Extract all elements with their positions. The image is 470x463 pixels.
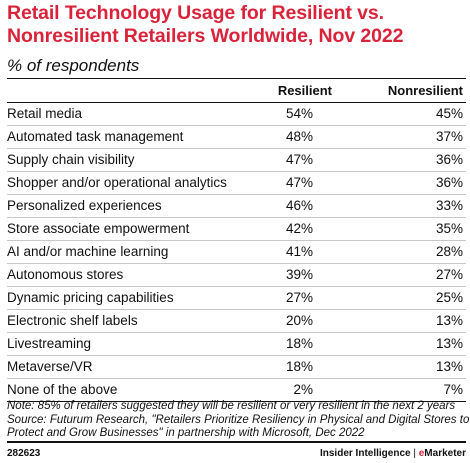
cell-resilient: 48% [285, 129, 313, 144]
row-label: Dynamic pricing capabilities [7, 290, 174, 305]
table-header-rule [7, 102, 466, 103]
cell-nonresilient: 27% [435, 267, 463, 282]
row-label: Metaverse/VR [7, 359, 93, 374]
brand-emarketer: Marketer [424, 448, 466, 459]
column-header-resilient: Resilient [277, 83, 332, 98]
row-divider [7, 309, 466, 310]
cell-nonresilient: 45% [435, 106, 463, 121]
cell-resilient: 47% [285, 175, 313, 190]
brand-insider-intelligence: Insider Intelligence [319, 448, 411, 459]
cell-nonresilient: 36% [435, 175, 463, 190]
table-top-rule [7, 78, 466, 79]
brand-credit: Insider Intelligence | eMarketer [320, 448, 466, 459]
cell-nonresilient: 28% [435, 244, 463, 259]
row-label: Autonomous stores [7, 267, 124, 282]
row-label: Automated task management [7, 129, 184, 144]
brand-separator: | [410, 448, 419, 459]
note-and-source: Note: 85% of retailers suggested they wi… [7, 400, 470, 441]
chart-subtitle: % of respondents [7, 56, 140, 75]
cell-resilient: 2% [293, 382, 313, 397]
cell-nonresilient: 13% [435, 313, 463, 328]
cell-resilient: 39% [285, 267, 313, 282]
brand-emarketer-e: e [418, 448, 425, 459]
row-label: Livestreaming [7, 336, 92, 351]
row-label: Supply chain visibility [7, 152, 135, 167]
row-label: Personalized experiences [7, 198, 162, 213]
row-divider [7, 332, 466, 333]
cell-nonresilient: 35% [435, 221, 463, 236]
cell-resilient: 18% [285, 359, 313, 374]
source-line: Protect and Grow Businesses" in partners… [7, 427, 365, 439]
cell-nonresilient: 37% [435, 129, 463, 144]
row-label: Retail media [7, 106, 83, 121]
row-divider [7, 148, 466, 149]
footer-rule [7, 441, 466, 443]
cell-resilient: 41% [285, 244, 313, 259]
row-divider [7, 194, 466, 195]
cell-resilient: 20% [285, 313, 313, 328]
cell-nonresilient: 33% [435, 198, 463, 213]
source-line: Source: Futurum Research, "Retailers Pri… [7, 413, 470, 426]
cell-resilient: 54% [285, 106, 313, 121]
row-label: Shopper and/or operational analytics [7, 175, 227, 190]
cell-nonresilient: 7% [443, 382, 463, 397]
row-divider [7, 171, 466, 172]
chart-title-line: Nonresilient Retailers Worldwide, Nov 20… [7, 25, 404, 47]
cell-nonresilient: 25% [435, 290, 463, 305]
row-label: AI and/or machine learning [7, 244, 169, 259]
note-line: Note: 85% of retailers suggested they wi… [7, 400, 456, 412]
cell-resilient: 46% [285, 198, 313, 213]
row-divider [7, 240, 466, 241]
cell-resilient: 47% [285, 152, 313, 167]
row-divider [7, 263, 466, 264]
row-divider [7, 378, 466, 379]
chart-title-line: Retail Technology Usage for Resilient vs… [7, 2, 384, 24]
cell-nonresilient: 13% [435, 336, 463, 351]
row-divider [7, 286, 466, 287]
row-label: None of the above [7, 382, 118, 397]
row-divider [7, 217, 466, 218]
column-header-nonresilient: Nonresilient [387, 83, 463, 98]
cell-nonresilient: 13% [435, 359, 463, 374]
cell-nonresilient: 36% [435, 152, 463, 167]
cell-resilient: 42% [285, 221, 313, 236]
row-divider [7, 125, 466, 126]
row-label: Electronic shelf labels [7, 313, 138, 328]
cell-resilient: 18% [285, 336, 313, 351]
table-bottom-rule [7, 401, 466, 402]
cell-resilient: 27% [285, 290, 313, 305]
row-divider [7, 355, 466, 356]
chart-title: Retail Technology Usage for Resilient vs… [7, 2, 467, 48]
row-label: Store associate empowerment [7, 221, 190, 236]
chart-id: 282623 [7, 448, 41, 459]
